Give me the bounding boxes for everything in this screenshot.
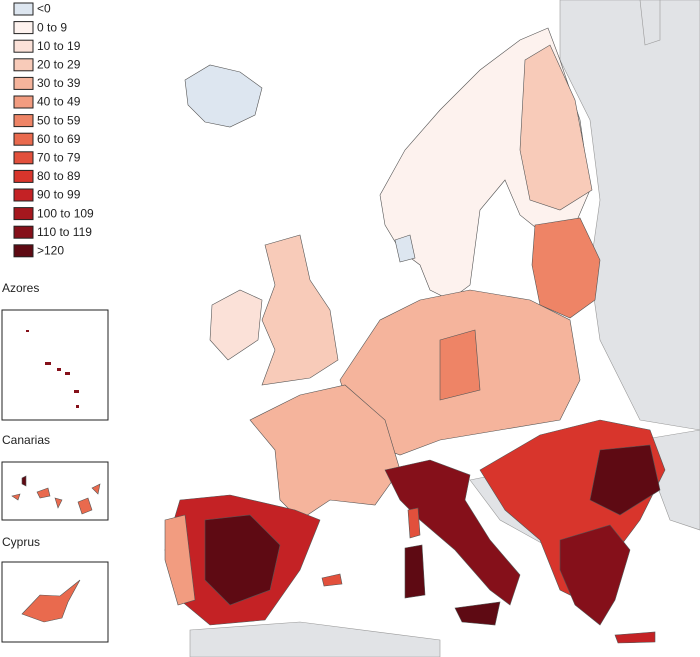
legend-label: 30 to 39 bbox=[37, 76, 81, 90]
iceland bbox=[184, 64, 263, 128]
uk bbox=[261, 234, 339, 386]
legend-label: 70 to 79 bbox=[37, 150, 81, 164]
azores-islands bbox=[26, 330, 79, 408]
map-area bbox=[164, 0, 700, 657]
legend-label: 50 to 59 bbox=[37, 113, 81, 127]
legend-label: 100 to 109 bbox=[37, 206, 94, 220]
legend-swatch bbox=[13, 21, 34, 35]
legend-swatch bbox=[13, 76, 34, 90]
legend-swatch bbox=[13, 58, 34, 72]
canarias-islands bbox=[11, 475, 101, 515]
legend: <0 0 to 9 10 to 19 20 to 29 30 to 39 40 to 49… bbox=[13, 2, 94, 258]
legend-label: <0 bbox=[37, 2, 51, 16]
legend-label: 60 to 69 bbox=[37, 132, 81, 146]
iberia-centre bbox=[204, 514, 281, 606]
greece bbox=[559, 524, 631, 626]
cyprus bbox=[21, 579, 81, 623]
inset-frame bbox=[1, 461, 109, 521]
france bbox=[249, 384, 401, 521]
legend-swatch bbox=[13, 244, 34, 258]
germany-east bbox=[439, 329, 481, 401]
land-other bbox=[559, 0, 700, 431]
inset-frame bbox=[1, 309, 109, 421]
legend-swatch bbox=[13, 95, 34, 109]
legend-label: 10 to 19 bbox=[37, 39, 81, 53]
legend-label: 110 to 119 bbox=[37, 225, 92, 239]
legend-swatch bbox=[13, 207, 34, 221]
legend-swatch bbox=[13, 114, 34, 128]
legend-label: 20 to 29 bbox=[37, 57, 81, 71]
legend-label: >120 bbox=[37, 243, 64, 257]
legend-swatch bbox=[13, 39, 34, 53]
baltics bbox=[531, 217, 601, 319]
land-other bbox=[639, 0, 661, 46]
balearics bbox=[321, 573, 343, 587]
crete bbox=[614, 631, 656, 644]
legend-label: 90 to 99 bbox=[37, 188, 81, 202]
land-other bbox=[189, 621, 441, 657]
legend-swatch bbox=[13, 151, 34, 165]
legend-swatch bbox=[13, 2, 34, 16]
finland bbox=[519, 44, 593, 211]
inset-label: Canarias bbox=[2, 433, 50, 447]
legend-swatch bbox=[13, 225, 34, 239]
sicily bbox=[454, 601, 501, 626]
corsica bbox=[407, 507, 421, 539]
legend-label: 0 to 9 bbox=[37, 20, 67, 34]
legend-label: 40 to 49 bbox=[37, 95, 81, 109]
portugal bbox=[164, 514, 196, 606]
ireland bbox=[209, 289, 263, 361]
legend-swatch bbox=[13, 169, 34, 183]
norway-south bbox=[394, 234, 416, 263]
sardinia bbox=[404, 544, 426, 599]
bulgaria bbox=[589, 444, 661, 516]
inset-label: Azores bbox=[2, 281, 39, 295]
legend-swatch bbox=[13, 188, 34, 202]
legend-label: 80 to 89 bbox=[37, 169, 81, 183]
inset-label: Cyprus bbox=[2, 535, 40, 549]
legend-swatch bbox=[13, 132, 34, 146]
